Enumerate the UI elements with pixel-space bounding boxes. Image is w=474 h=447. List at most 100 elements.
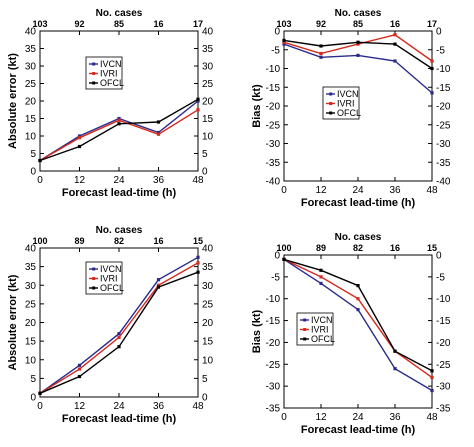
y-tick-label-left: 15 — [25, 337, 37, 348]
y-tick-label-right: 10 — [202, 132, 214, 143]
legend-marker-ivri — [92, 277, 96, 280]
legend-marker-ofcl — [92, 286, 96, 290]
x-tick-label: 36 — [153, 401, 165, 412]
y-tick-label-left: 40 — [25, 27, 37, 38]
y-tick-label-left: -30 — [266, 382, 281, 393]
top-tick-label: 100 — [32, 236, 47, 246]
y-tick-label-left: 35 — [25, 44, 37, 55]
legend-label-ivcn: IVCN — [311, 315, 333, 325]
data-point-ivcn — [356, 308, 360, 312]
x-tick-label: 0 — [281, 412, 287, 423]
y-tick-label-left: -35 — [266, 158, 281, 169]
legend-marker-ivcn — [303, 318, 307, 322]
y-axis-label: Absolute error (kt) — [7, 53, 19, 149]
data-point-ivcn — [117, 332, 121, 336]
data-point-ivri — [319, 51, 323, 56]
y-tick-label-right: -30 — [436, 382, 451, 393]
top-tick-label: 16 — [390, 19, 400, 29]
x-tick-label: 24 — [352, 412, 364, 423]
legend-marker-ofcl — [303, 337, 307, 341]
legend-marker-ivcn — [92, 62, 96, 66]
y-tick-label-left: 35 — [25, 262, 37, 273]
y-tick-label-left: 0 — [30, 393, 36, 404]
data-point-ofcl — [117, 345, 121, 349]
legend-label-ivri: IVRI — [100, 274, 118, 284]
top-tick-label: 16 — [153, 236, 163, 246]
y-axis-label: Absolute error (kt) — [7, 274, 19, 370]
data-point-ivcn — [430, 91, 434, 95]
legend-marker-ivri — [329, 102, 333, 105]
top-axis-label: No. cases — [96, 225, 143, 236]
top-tick-label: 92 — [316, 19, 326, 29]
top-tick-label: 16 — [390, 243, 400, 253]
y-tick-label-left: -20 — [266, 338, 281, 349]
x-tick-label: 12 — [74, 175, 86, 186]
y-tick-label-right: 15 — [202, 114, 214, 125]
x-axis-label: Forecast lead-time (h) — [62, 187, 177, 199]
top-tick-label: 82 — [353, 243, 363, 253]
data-point-ivcn — [196, 255, 200, 259]
y-tick-label-right: -20 — [436, 102, 451, 113]
legend-label-ofcl: OFCL — [337, 108, 361, 118]
x-axis-label: Forecast lead-time (h) — [301, 197, 416, 209]
y-tick-label-right: -25 — [436, 360, 451, 371]
data-point-ivri — [356, 42, 360, 46]
legend-label-ofcl: OFCL — [100, 283, 124, 293]
legend-marker-ivri — [303, 328, 307, 331]
top-tick-label: 103 — [276, 19, 291, 29]
x-tick-label: 12 — [315, 185, 327, 196]
data-point-ofcl — [430, 369, 434, 373]
y-tick-label-left: 0 — [274, 251, 280, 262]
y-tick-label-right: 40 — [202, 244, 214, 255]
y-tick-label-right: 0 — [436, 27, 442, 38]
y-tick-label-right: -15 — [436, 316, 451, 327]
x-tick-label: 48 — [192, 175, 204, 186]
y-tick-label-left: -25 — [266, 120, 281, 131]
y-tick-label-right: -40 — [436, 177, 451, 188]
data-point-ofcl — [38, 158, 42, 163]
legend-label-ivri: IVRI — [311, 325, 329, 335]
y-axis-label: Bias (kt) — [251, 84, 263, 128]
data-point-ivri — [117, 335, 121, 339]
x-tick-label: 0 — [37, 401, 43, 412]
y-tick-label-right: 25 — [202, 79, 214, 90]
data-point-ivri — [393, 33, 397, 37]
data-point-ofcl — [356, 40, 360, 44]
y-tick-label-left: -40 — [266, 177, 281, 188]
y-tick-label-right: 5 — [202, 149, 208, 160]
y-tick-label-left: -5 — [271, 272, 280, 283]
y-tick-label-left: 10 — [25, 355, 37, 366]
legend-label-ivri: IVRI — [100, 69, 118, 79]
y-tick-label-left: 0 — [274, 27, 280, 38]
x-tick-label: 48 — [426, 412, 438, 423]
y-tick-label-left: -10 — [266, 64, 281, 75]
x-tick-label: 36 — [389, 185, 401, 196]
x-tick-label: 48 — [192, 401, 204, 412]
data-point-ivri — [430, 59, 434, 63]
y-tick-label-left: -15 — [266, 83, 281, 94]
top-tick-label: 15 — [427, 243, 437, 253]
data-point-ofcl — [196, 97, 200, 101]
legend-marker-ofcl — [92, 81, 96, 85]
top-tick-label: 85 — [353, 19, 363, 29]
y-tick-label-left: 5 — [30, 149, 36, 160]
data-point-ivcn — [393, 367, 397, 371]
data-point-ivri — [356, 297, 360, 301]
legend-label-ofcl: OFCL — [311, 334, 335, 344]
y-tick-label-right: 0 — [436, 251, 442, 262]
data-point-ofcl — [38, 391, 42, 395]
data-point-ofcl — [156, 120, 161, 124]
y-tick-label-left: 40 — [25, 244, 37, 255]
legend-marker-ivcn — [92, 267, 96, 271]
y-tick-label-left: 20 — [25, 97, 37, 108]
legend-label-ofcl: OFCL — [100, 78, 124, 88]
legend-marker-ofcl — [329, 111, 333, 115]
y-tick-label-left: 15 — [25, 114, 37, 125]
data-point-ofcl — [282, 38, 286, 42]
data-point-ivcn — [156, 130, 161, 135]
top-axis-label: No. cases — [335, 232, 382, 243]
data-point-ivri — [196, 261, 200, 265]
y-tick-label-right: 35 — [202, 262, 214, 273]
x-axis-label: Forecast lead-time (h) — [301, 424, 416, 436]
y-tick-label-left: 30 — [25, 62, 37, 73]
